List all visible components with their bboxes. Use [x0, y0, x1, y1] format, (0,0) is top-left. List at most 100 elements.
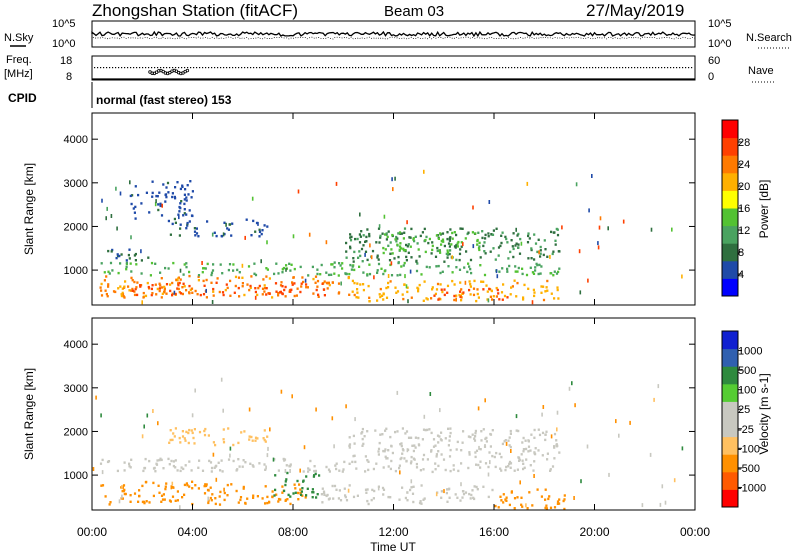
data-cell	[297, 498, 300, 501]
data-cell	[368, 263, 371, 266]
data-cell	[403, 457, 406, 460]
data-cell	[160, 500, 163, 503]
data-cell	[223, 487, 225, 492]
data-cell	[100, 289, 103, 292]
data-cell	[333, 261, 336, 264]
data-cell	[265, 293, 268, 296]
colorbar-swatch	[722, 436, 738, 455]
data-cell	[144, 457, 147, 461]
data-cell	[385, 296, 389, 299]
data-cell	[265, 275, 268, 278]
data-cell	[515, 227, 517, 232]
data-cell	[455, 258, 458, 262]
data-cell	[179, 268, 182, 273]
data-cell	[487, 232, 490, 235]
data-cell	[389, 241, 392, 244]
data-cell	[166, 181, 170, 185]
data-cell	[391, 233, 394, 237]
data-cell	[366, 459, 369, 462]
data-cell	[359, 235, 362, 238]
data-cell	[379, 234, 382, 238]
data-cell	[210, 281, 213, 284]
data-cell	[137, 193, 140, 197]
data-cell	[407, 243, 410, 246]
data-cell	[285, 264, 288, 267]
data-cell	[474, 232, 477, 235]
data-cell	[408, 236, 411, 239]
data-cell	[222, 408, 224, 413]
data-cell	[367, 468, 370, 472]
data-cell	[169, 500, 172, 503]
data-cell	[206, 220, 209, 223]
data-cell	[472, 244, 475, 249]
data-cell	[436, 282, 440, 286]
data-cell	[226, 227, 229, 230]
data-cell	[152, 409, 154, 413]
data-cell	[525, 503, 527, 508]
data-cell	[349, 246, 352, 250]
data-cell	[353, 268, 356, 272]
nave-point	[151, 67, 153, 69]
data-cell	[456, 245, 459, 248]
freq-left-label: Freq.	[6, 54, 32, 66]
data-cell	[185, 227, 188, 230]
freq-left-unit: [MHz]	[4, 68, 33, 80]
data-cell	[194, 289, 197, 293]
data-cell	[437, 298, 440, 301]
data-cell	[203, 429, 206, 433]
nave-point	[163, 67, 165, 69]
data-cell	[384, 233, 387, 236]
data-cell	[205, 484, 208, 488]
data-cell	[315, 288, 318, 292]
data-cell	[377, 447, 381, 451]
sparse-echoes	[92, 377, 684, 510]
nave-point	[604, 67, 606, 69]
data-cell	[279, 284, 283, 287]
data-cell	[281, 485, 284, 488]
data-cell	[447, 251, 450, 254]
data-cell	[316, 279, 320, 283]
data-cell	[495, 295, 498, 298]
data-cell	[532, 272, 536, 275]
data-cell	[549, 254, 551, 259]
nave-point	[583, 67, 585, 69]
data-cell	[422, 498, 425, 501]
data-cell	[520, 503, 523, 506]
nave-point	[172, 67, 174, 69]
data-cell	[226, 286, 229, 290]
data-cell	[553, 297, 556, 300]
nave-point	[595, 67, 597, 69]
data-cell	[488, 200, 491, 204]
data-cell	[511, 245, 514, 248]
data-cell	[378, 293, 381, 296]
data-cell	[391, 451, 394, 455]
data-cell	[291, 283, 294, 286]
data-cell	[405, 255, 408, 259]
data-cell	[384, 448, 387, 451]
data-cell	[325, 271, 328, 274]
data-cell	[430, 431, 433, 435]
data-cell	[241, 465, 244, 468]
data-cell	[202, 279, 205, 283]
data-cell	[428, 266, 431, 269]
data-cell	[138, 489, 141, 492]
data-cell	[345, 499, 349, 502]
nave-point	[181, 67, 183, 69]
data-cell	[279, 498, 282, 501]
data-cell	[522, 467, 525, 471]
data-cell	[433, 294, 436, 297]
data-cell	[220, 234, 223, 238]
data-cell	[523, 466, 526, 469]
data-region	[205, 483, 307, 506]
nave-point	[481, 67, 483, 69]
data-cell	[405, 459, 408, 463]
data-cell	[517, 266, 520, 270]
nave-point	[592, 67, 594, 69]
data-cell	[443, 260, 446, 263]
colorbar-swatch	[722, 155, 738, 174]
data-cell	[307, 467, 310, 470]
nave-point	[412, 67, 414, 69]
data-cell	[179, 278, 182, 281]
data-cell	[508, 444, 511, 447]
data-cell	[444, 437, 447, 440]
